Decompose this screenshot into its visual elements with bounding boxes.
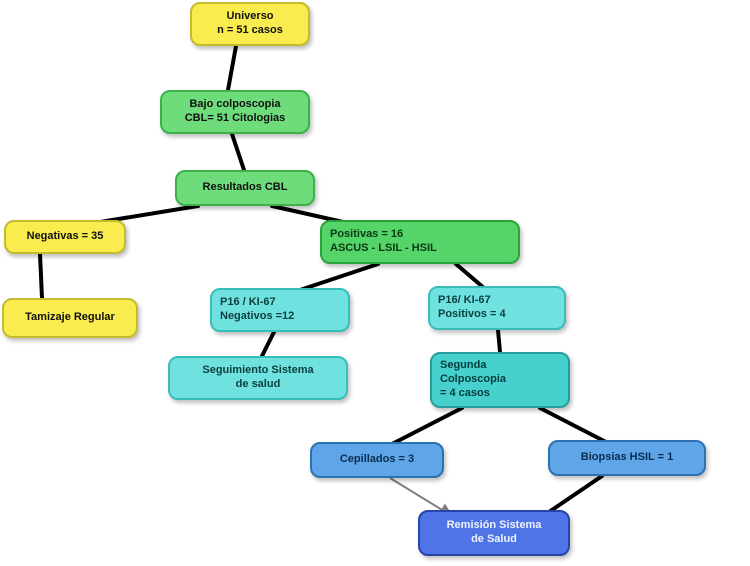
edge-bajo-resultados: [232, 134, 244, 170]
edge-segunda-cepillados: [392, 408, 462, 444]
node-seguim: Seguimiento Sistema de salud: [168, 356, 348, 400]
node-cepillados: Cepillados = 3: [310, 442, 444, 478]
node-p16neg: P16 / KI-67 Negativos =12: [210, 288, 350, 332]
edge-negativas-tamizaje: [40, 254, 42, 298]
edge-biopsias-remision: [546, 476, 602, 514]
edge-segunda-biopsias: [540, 408, 606, 442]
node-bajo: Bajo colposcopia CBL= 51 Citologias: [160, 90, 310, 134]
edge-positivas-p16pos: [456, 264, 484, 288]
flowchart-canvas: Universo n = 51 casos Bajo colposcopia CB…: [0, 0, 750, 566]
edge-p16pos-segunda: [498, 330, 500, 352]
node-biopsias: Biopsias HSIL = 1: [548, 440, 706, 476]
node-universo: Universo n = 51 casos: [190, 2, 310, 46]
node-negativas: Negativas = 35: [4, 220, 126, 254]
node-p16pos: P16/ KI-67 Positivos = 4: [428, 286, 566, 330]
node-resultados: Resultados CBL: [175, 170, 315, 206]
node-tamizaje: Tamizaje Regular: [2, 298, 138, 338]
node-remision: Remisión Sistema de Salud: [418, 510, 570, 556]
edge-universo-bajo: [228, 46, 236, 90]
edge-p16neg-seguim: [262, 332, 274, 356]
edge-positivas-p16neg: [300, 264, 378, 290]
node-positivas: Positivas = 16 ASCUS - LSIL - HSIL: [320, 220, 520, 264]
node-segunda: Segunda Colposcopia = 4 casos: [430, 352, 570, 408]
connectors-layer: [0, 0, 750, 566]
